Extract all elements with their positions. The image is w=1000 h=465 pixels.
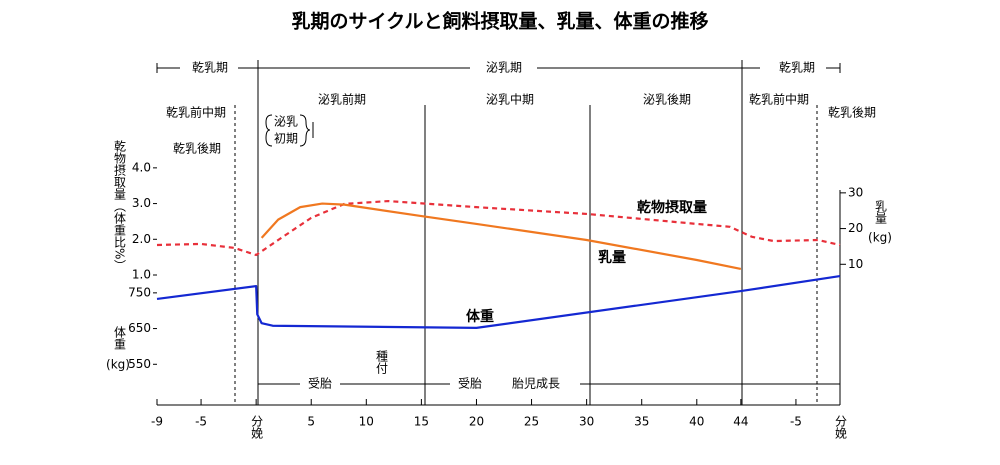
chart-title: 乳期のサイクルと飼料摂取量、乳量、体重の推移	[291, 10, 708, 33]
y-tick-label: 4.0	[132, 160, 151, 174]
y-tick-label: 3.0	[132, 196, 151, 210]
stage-label: 泌乳中期	[486, 92, 534, 107]
y2-tick-label: 30	[848, 185, 863, 199]
stage-label: 泌乳後期	[643, 93, 691, 107]
x-tick-label: 20	[469, 415, 484, 429]
series-label: 乳量	[598, 249, 626, 266]
stage-label: 乾乳後期	[828, 106, 876, 120]
y2-tick-label: 10	[848, 257, 863, 271]
period-label: 泌乳期	[486, 61, 522, 75]
stage-label: 泌乳前期	[318, 92, 366, 107]
series-line	[156, 274, 841, 329]
event-label: 受胎	[308, 377, 332, 391]
y3-axis-title: 体重	[113, 326, 127, 350]
stage-label: 乾乳前中期	[166, 105, 226, 120]
x-tick-label: 40	[689, 415, 704, 429]
y3-tick-label: 550	[128, 357, 151, 371]
period-label: 乾乳期	[192, 61, 228, 75]
y2-axis-title: (kg)	[868, 231, 892, 245]
bracket	[299, 114, 311, 147]
x-tick-label: -9	[151, 415, 163, 429]
x-tick-label: 30	[579, 415, 594, 429]
y3-tick-label: 750	[128, 285, 151, 299]
x-tick-label: 分娩	[834, 415, 848, 439]
x-tick-label: 35	[634, 415, 649, 429]
y3-tick-label: 650	[128, 321, 151, 335]
dividers	[156, 60, 841, 406]
y-axis-title: 乾物摂取量（体重比%）	[113, 140, 127, 272]
stage-label: 乾乳前中期	[749, 92, 809, 107]
y3-axis-title: (kg)	[106, 358, 130, 372]
y2-axis-title: 乳量	[874, 200, 888, 224]
x-tick-label: -5	[195, 415, 207, 429]
bracket	[265, 114, 273, 147]
x-tick-label: 10	[359, 415, 374, 429]
series-line	[156, 199, 841, 257]
stage-label: 乾乳後期	[173, 142, 221, 156]
period-label: 乾乳期	[779, 61, 815, 75]
y2-tick-label: 20	[848, 221, 863, 235]
y-tick-label: 1.0	[132, 268, 151, 282]
x-tick-label: 25	[524, 415, 539, 429]
x-tick-label: 5	[307, 415, 315, 429]
x-tick-label: 分娩	[250, 415, 264, 439]
event-label: 種付	[375, 350, 389, 375]
series-label: 体重	[466, 308, 494, 325]
early-stage-label: 泌乳	[274, 115, 298, 129]
x-tick-label: 44	[733, 415, 748, 429]
event-label: 受胎	[458, 377, 482, 391]
y-tick-label: 2.0	[132, 232, 151, 246]
x-tick-label: 15	[414, 415, 429, 429]
event-label: 胎児成長	[512, 377, 560, 391]
early-stage-label: 初期	[274, 132, 298, 146]
series-line	[260, 202, 742, 271]
x-tick-label: -5	[790, 415, 802, 429]
series-label: 乾物摂取量	[637, 199, 707, 216]
